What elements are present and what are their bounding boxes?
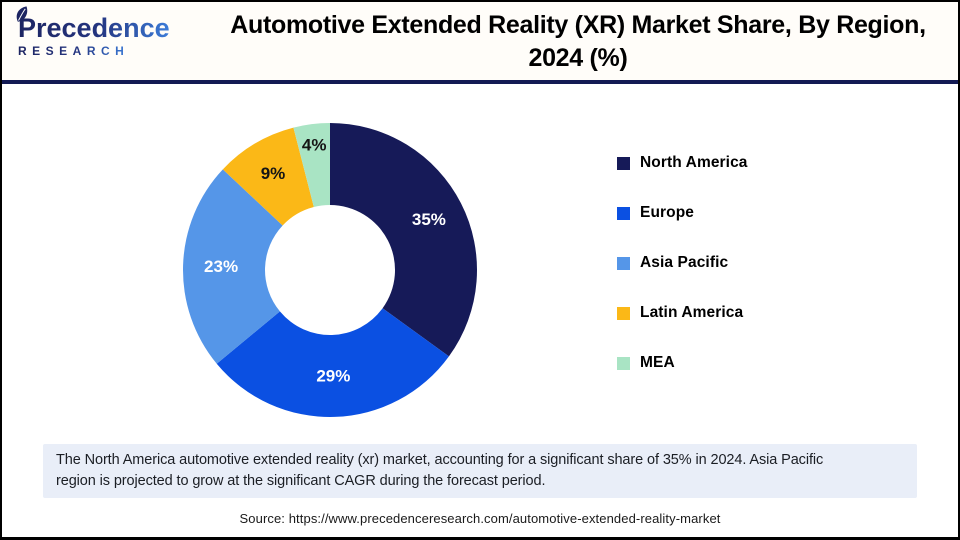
legend-swatch-asia-pacific: [617, 256, 630, 270]
legend-label-asia-pacific: Asia Pacific: [640, 254, 729, 271]
legend-item-latin-america: Latin America: [617, 288, 748, 338]
title-line-1: Automotive Extended Reality (XR) Market …: [230, 11, 926, 39]
legend-label-europe: Europe: [640, 204, 694, 221]
source-citation: Source: https://www.precedenceresearch.c…: [239, 511, 721, 526]
donut-slice-north-america: [330, 122, 478, 357]
donut-slice-asia-pacific: [182, 169, 283, 364]
summary-text: The North America automotive extended re…: [56, 450, 823, 492]
summary-box: The North America automotive extended re…: [43, 444, 917, 498]
header: Precedence RESEARCH Automotive Extended …: [0, 0, 960, 80]
logo-subtitle: RESEARCH: [18, 44, 130, 58]
donut-slice-latin-america: [222, 127, 314, 226]
legend-item-north-america: North America: [617, 138, 748, 188]
header-divider-rule: [0, 80, 960, 84]
donut-slice-europe: [216, 308, 449, 418]
slice-label-latin-america: 9%: [261, 164, 286, 183]
legend-swatch-europe: [617, 206, 630, 220]
legend-label-latin-america: Latin America: [640, 304, 744, 321]
brand-logo: Precedence RESEARCH: [0, 0, 196, 60]
slice-label-mea: 4%: [302, 135, 327, 154]
summary-line-2: region is projected to grow at the signi…: [56, 473, 546, 489]
slice-label-north-america: 35%: [412, 210, 446, 229]
donut-slice-mea: [293, 123, 330, 208]
chart-legend: North America Europe Asia Pacific Latin Ame…: [617, 138, 748, 388]
slice-label-asia-pacific: 23%: [204, 257, 238, 276]
legend-item-mea: MEA: [617, 338, 748, 388]
title-line-2: 2024 (%): [528, 44, 628, 72]
page-title: Automotive Extended Reality (XR) Market …: [196, 0, 960, 75]
summary-line-1: The North America automotive extended re…: [56, 452, 824, 468]
logo-wordmark: Precedence: [16, 6, 170, 42]
legend-label-mea: MEA: [640, 354, 675, 371]
slice-label-europe: 29%: [316, 366, 350, 385]
legend-swatch-mea: [617, 356, 630, 370]
leaf-icon: [16, 6, 28, 22]
legend-swatch-latin-america: [617, 306, 630, 320]
legend-item-asia-pacific: Asia Pacific: [617, 238, 748, 288]
legend-swatch-north-america: [617, 156, 630, 170]
legend-label-north-america: North America: [640, 154, 748, 171]
legend-item-europe: Europe: [617, 188, 748, 238]
